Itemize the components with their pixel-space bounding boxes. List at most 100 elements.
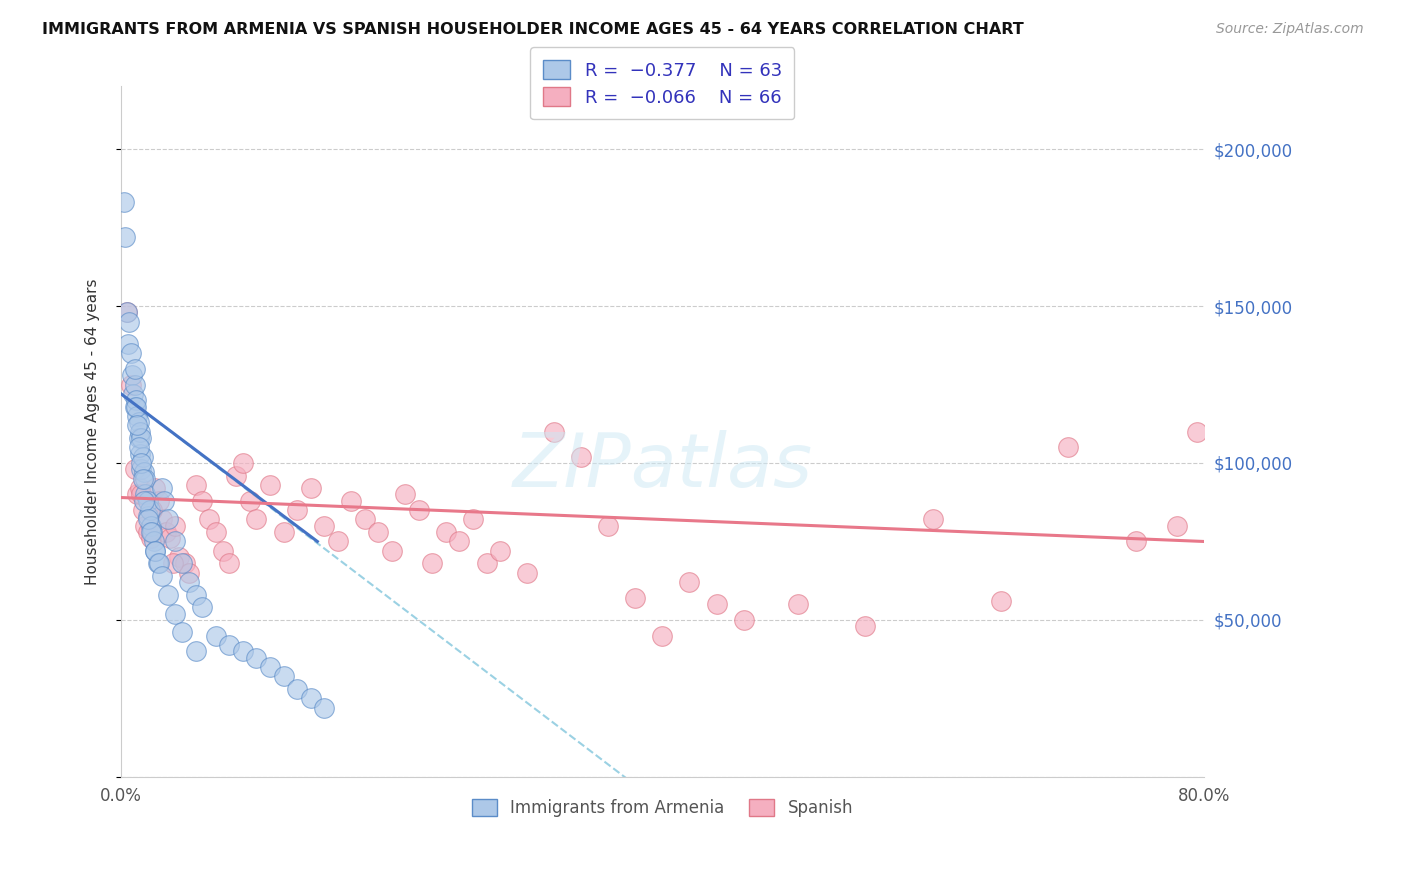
Point	[129, 447, 152, 461]
Point	[115, 305, 138, 319]
Point	[299, 481, 322, 495]
Point	[150, 481, 173, 495]
Point	[125, 400, 148, 414]
Point	[232, 456, 254, 470]
Point	[205, 524, 228, 539]
Point	[128, 431, 150, 445]
Point	[143, 544, 166, 558]
Point	[148, 557, 170, 571]
Point	[422, 557, 444, 571]
Point	[115, 305, 138, 319]
Point	[198, 512, 221, 526]
Point	[142, 534, 165, 549]
Point	[434, 524, 457, 539]
Point	[162, 557, 184, 571]
Point	[184, 588, 207, 602]
Point	[169, 550, 191, 565]
Point	[232, 644, 254, 658]
Y-axis label: Householder Income Ages 45 - 64 years: Householder Income Ages 45 - 64 years	[86, 278, 100, 585]
Point	[132, 503, 155, 517]
Point	[136, 512, 159, 526]
Point	[245, 512, 267, 526]
Point	[139, 524, 162, 539]
Point	[127, 418, 149, 433]
Point	[170, 625, 193, 640]
Point	[157, 588, 180, 602]
Point	[245, 650, 267, 665]
Point	[239, 493, 262, 508]
Point	[143, 481, 166, 495]
Point	[273, 669, 295, 683]
Point	[150, 512, 173, 526]
Point	[138, 503, 160, 517]
Point	[326, 534, 349, 549]
Point	[136, 524, 159, 539]
Point	[117, 336, 139, 351]
Point	[678, 575, 700, 590]
Point	[624, 591, 647, 605]
Point	[112, 195, 135, 210]
Point	[353, 512, 375, 526]
Point	[131, 431, 153, 445]
Point	[1166, 518, 1188, 533]
Point	[170, 557, 193, 571]
Point	[121, 368, 143, 383]
Point	[157, 512, 180, 526]
Text: IMMIGRANTS FROM ARMENIA VS SPANISH HOUSEHOLDER INCOME AGES 45 - 64 YEARS CORRELA: IMMIGRANTS FROM ARMENIA VS SPANISH HOUSE…	[42, 22, 1024, 37]
Point	[855, 619, 877, 633]
Point	[134, 466, 156, 480]
Point	[159, 532, 181, 546]
Point	[314, 701, 336, 715]
Point	[120, 346, 142, 360]
Point	[259, 478, 281, 492]
Point	[218, 638, 240, 652]
Point	[367, 524, 389, 539]
Point	[461, 512, 484, 526]
Point	[136, 493, 159, 508]
Point	[1185, 425, 1208, 439]
Point	[299, 691, 322, 706]
Point	[1057, 440, 1080, 454]
Point	[733, 613, 755, 627]
Point	[132, 450, 155, 464]
Point	[155, 524, 177, 539]
Point	[489, 544, 512, 558]
Point	[125, 393, 148, 408]
Point	[128, 415, 150, 429]
Point	[131, 456, 153, 470]
Legend: Immigrants from Armenia, Spanish: Immigrants from Armenia, Spanish	[465, 792, 860, 824]
Point	[141, 524, 163, 539]
Point	[165, 518, 187, 533]
Point	[132, 472, 155, 486]
Point	[990, 594, 1012, 608]
Point	[134, 472, 156, 486]
Point	[285, 681, 308, 696]
Point	[134, 518, 156, 533]
Point	[340, 493, 363, 508]
Point	[1125, 534, 1147, 549]
Point	[128, 440, 150, 454]
Point	[124, 462, 146, 476]
Point	[177, 575, 200, 590]
Point	[786, 597, 808, 611]
Point	[205, 629, 228, 643]
Text: ZIPatlas: ZIPatlas	[512, 430, 813, 502]
Point	[139, 518, 162, 533]
Point	[148, 493, 170, 508]
Point	[408, 503, 430, 517]
Point	[118, 315, 141, 329]
Point	[381, 544, 404, 558]
Point	[134, 487, 156, 501]
Point	[543, 425, 565, 439]
Point	[136, 509, 159, 524]
Point	[143, 544, 166, 558]
Point	[184, 478, 207, 492]
Point	[314, 518, 336, 533]
Point	[516, 566, 538, 580]
Point	[651, 629, 673, 643]
Point	[127, 487, 149, 501]
Point	[146, 557, 169, 571]
Point	[131, 462, 153, 476]
Point	[225, 468, 247, 483]
Point	[177, 566, 200, 580]
